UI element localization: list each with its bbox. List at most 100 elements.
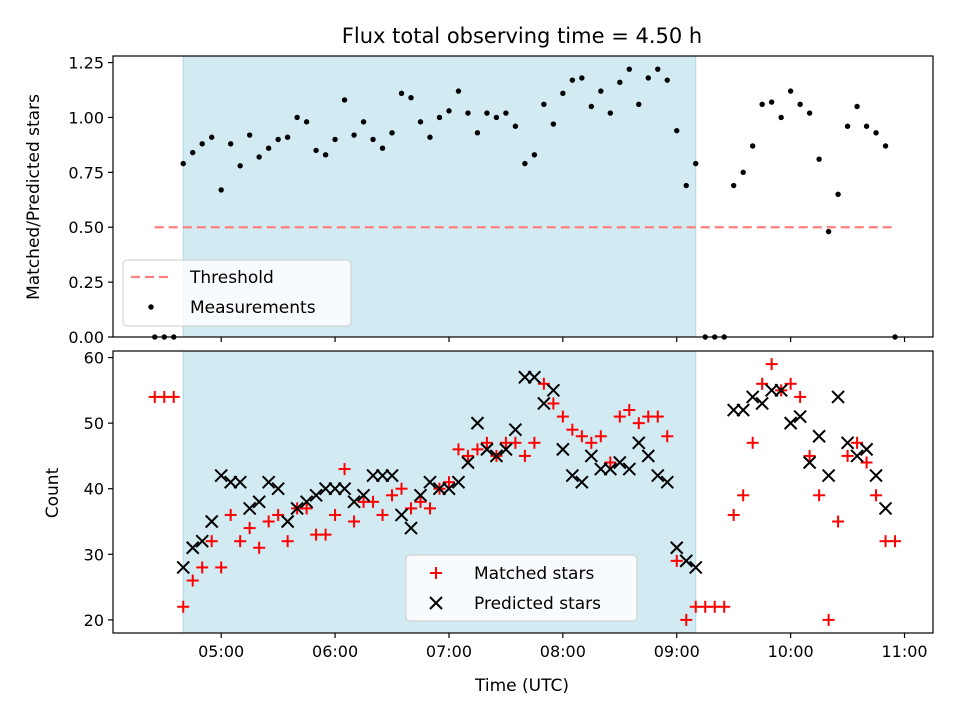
- data-point-d2: [394, 508, 409, 522]
- data-point: [870, 489, 883, 502]
- data-point: [246, 132, 253, 138]
- data-point: [679, 554, 693, 568]
- data-point: [275, 136, 281, 143]
- data-point: [518, 370, 532, 384]
- data-point: [651, 468, 665, 483]
- data-point: [395, 482, 408, 495]
- data-point-d2: [793, 409, 807, 424]
- data-point-d2: [385, 468, 399, 483]
- x-tick-label: 05:00: [198, 642, 244, 661]
- top-y-axis-label: Matched/Predicted stars: [24, 94, 44, 300]
- data-point: [313, 147, 319, 154]
- data-point: [252, 495, 266, 509]
- data-point: [730, 182, 737, 189]
- data-point-d2: [869, 468, 883, 483]
- data-point-d2: [651, 468, 665, 483]
- data-point-d2: [299, 495, 314, 509]
- data-point-d2: [821, 468, 836, 483]
- data-point-d2: [670, 541, 684, 555]
- data-point-d2: [556, 442, 570, 457]
- data-point: [309, 488, 323, 502]
- data-point-d2: [726, 403, 741, 417]
- data-point: [604, 456, 617, 469]
- data-point: [379, 145, 386, 151]
- data-point: [436, 114, 443, 121]
- data-point-d2: [356, 488, 371, 502]
- bottom-panel: 20 30 40 50 60 05:00 06:00 07:00 08:00 09:00 10:00…: [84, 349, 934, 661]
- data-point: [218, 187, 224, 193]
- data-point: [417, 119, 424, 125]
- data-point: [423, 502, 436, 515]
- data-point: [284, 134, 291, 140]
- data-point: [328, 482, 342, 496]
- data-point: [759, 101, 765, 107]
- y-tick-label: 40: [84, 480, 104, 499]
- data-point-d2: [764, 383, 779, 398]
- data-point: [386, 489, 399, 502]
- data-point: [347, 495, 361, 509]
- data-point: [461, 449, 474, 462]
- data-point: [655, 66, 661, 72]
- data-point-d2: [347, 495, 361, 509]
- data-point: [575, 475, 589, 489]
- data-point: [889, 535, 902, 548]
- data-point: [233, 475, 247, 489]
- x-tick-label: 10:00: [768, 642, 814, 661]
- data-point-d2: [774, 383, 788, 398]
- data-point: [423, 475, 437, 489]
- data-point: [556, 442, 570, 457]
- data-point-d2: [404, 521, 418, 535]
- data-point-d2: [802, 455, 817, 470]
- data-point: [499, 442, 513, 457]
- data-point: [303, 119, 310, 125]
- data-point-d2: [195, 534, 209, 548]
- data-point: [841, 449, 854, 462]
- data-point: [661, 430, 674, 443]
- data-point: [727, 508, 740, 521]
- legend-box: [405, 554, 638, 622]
- data-point-d2: [309, 488, 323, 502]
- data-point: [199, 141, 205, 147]
- data-point: [764, 383, 779, 398]
- data-point: [404, 521, 418, 535]
- data-point-d2: [565, 468, 580, 483]
- data-point: [508, 422, 523, 437]
- y-tick-label: 30: [84, 545, 104, 564]
- data-point-d2: [233, 475, 247, 489]
- data-point-d2: [328, 482, 342, 496]
- data-point: [537, 377, 550, 390]
- legend: Matched stars Predicted stars: [405, 554, 638, 622]
- data-point: [683, 182, 689, 189]
- data-point: [575, 430, 588, 443]
- data-point: [518, 449, 531, 462]
- data-point: [626, 66, 632, 72]
- data-point: [376, 508, 389, 521]
- data-point: [832, 515, 845, 528]
- series-predicted-stars: [176, 370, 893, 575]
- data-point: [560, 90, 566, 97]
- x-tick-label: 08:00: [540, 642, 586, 661]
- data-point: [205, 535, 218, 548]
- data-point: [322, 152, 329, 158]
- data-point: [718, 600, 731, 613]
- data-point: [812, 429, 826, 443]
- data-point: [531, 152, 538, 158]
- data-point-d2: [413, 488, 428, 502]
- plot-frame: [112, 55, 934, 338]
- data-point: [408, 95, 414, 101]
- data-point: [670, 554, 683, 567]
- data-point: [413, 488, 428, 502]
- x-tick-label: 06:00: [312, 642, 358, 661]
- data-point: [461, 455, 475, 470]
- chart-title: Flux total observing time = 4.50 h: [342, 24, 702, 48]
- data-point: [253, 541, 266, 554]
- data-point: [556, 410, 569, 423]
- data-point: [389, 130, 395, 136]
- data-point: [455, 88, 462, 94]
- data-point: [474, 130, 481, 136]
- data-point-d2: [546, 383, 561, 398]
- data-point: [262, 515, 275, 528]
- data-point-d2: [499, 442, 513, 457]
- data-point: [484, 110, 490, 116]
- data-point: [632, 436, 646, 450]
